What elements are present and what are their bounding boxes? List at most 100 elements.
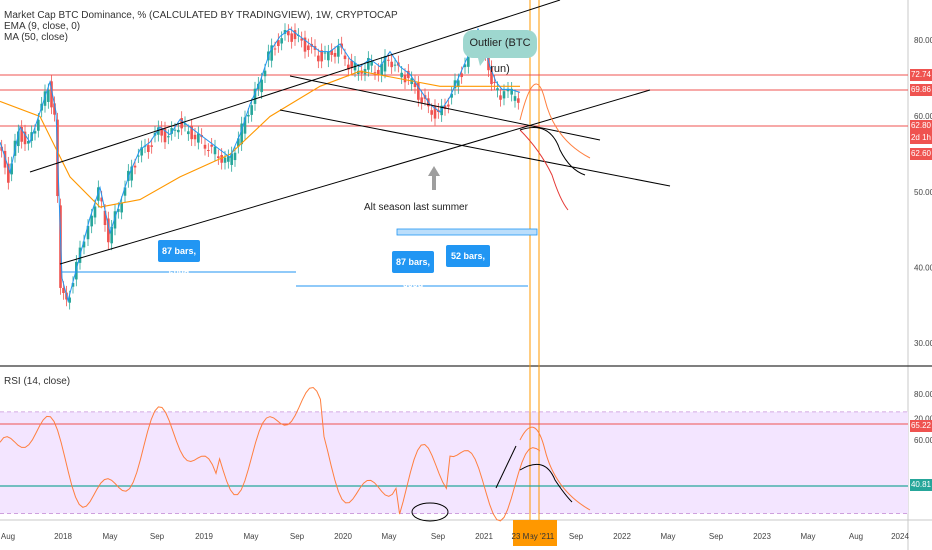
candle-body [457, 80, 460, 88]
rsi-tick-label: 80.00 [914, 390, 932, 399]
candle-body [37, 119, 40, 131]
candle-body [93, 206, 97, 218]
range-label-2: 87 bars, 609d [392, 251, 434, 289]
chart-legend: Market Cap BTC Dominance, % (CALCULATED … [4, 10, 398, 43]
candle-body [263, 70, 267, 77]
date-badge-extra: 1 [550, 532, 555, 541]
candle-body [510, 88, 513, 95]
candle-body [207, 149, 210, 151]
outlier-pointer [478, 58, 486, 66]
candle-body [160, 127, 163, 136]
rsi-band [0, 411, 908, 514]
candle-body [203, 144, 207, 149]
x-tick-label: May [381, 532, 396, 541]
candle-body [86, 225, 90, 240]
candle-body [330, 50, 333, 55]
y-tick-label: 80.00 [914, 36, 932, 45]
x-tick-label: Sep [290, 532, 305, 541]
candle-body [502, 91, 506, 99]
candle-body [103, 210, 107, 226]
candle-body [243, 117, 247, 134]
candle-body [493, 81, 496, 83]
candle-body [453, 80, 457, 89]
candle-body [490, 67, 493, 85]
candle-body [247, 114, 250, 117]
channel-upper-line [29, 0, 561, 173]
candle-body [443, 105, 447, 109]
x-tick-label: Aug [1, 532, 15, 541]
candle-body [123, 187, 127, 196]
candle-body [360, 70, 363, 74]
candle-body [137, 155, 140, 157]
rsi-trend-stroke [495, 445, 517, 489]
candle-body [287, 30, 290, 36]
candle-body [163, 128, 167, 143]
wedge-upper-line [289, 75, 601, 141]
candle-body [33, 131, 37, 134]
candle-body [430, 110, 433, 115]
candle-body [82, 241, 86, 248]
candle-body [230, 153, 233, 165]
rsi-legend: RSI (14, close) [4, 376, 71, 387]
candle-body [450, 93, 453, 98]
candle-body [337, 45, 340, 57]
candle-body [7, 163, 10, 183]
candle-body [173, 129, 177, 131]
candle-body [323, 52, 327, 54]
candle-body [370, 61, 373, 66]
x-tick-label: Sep [150, 532, 165, 541]
candle-body [53, 103, 56, 115]
x-tick-label: 2024 [891, 532, 909, 541]
candle-body [283, 30, 287, 34]
rsi-projection-1 [519, 426, 591, 511]
candle-body [17, 131, 20, 147]
candle-body [260, 79, 263, 93]
y-tick-label: 50.00 [914, 188, 932, 197]
candle-body [150, 145, 153, 147]
candle-body [460, 73, 463, 78]
projection-red-2 [519, 129, 569, 211]
candle-body [393, 64, 397, 66]
candle-body [130, 166, 133, 181]
channel-lower-line [59, 89, 651, 265]
x-tick-label: May [102, 532, 117, 541]
rsi-circle-mark [411, 502, 449, 522]
range-label-1: 87 bars, 609d [158, 240, 200, 278]
candle-body [300, 38, 303, 41]
candle-body [27, 140, 30, 144]
projection-red-1 [519, 83, 591, 159]
price-tag-62-80: 62.80 [910, 120, 932, 132]
candle-body [277, 40, 280, 47]
rsi-tick-label: 60.00 [914, 436, 932, 445]
candle-body [167, 136, 170, 138]
alt-season-arrow [428, 166, 440, 190]
price-tag-69-86: 69.86 [910, 84, 932, 96]
candle-body [273, 48, 277, 50]
candle-body [177, 129, 180, 133]
candle-body [10, 163, 13, 175]
candle-body [113, 211, 117, 229]
candle-body [68, 297, 71, 303]
x-tick-label: Sep [569, 532, 584, 541]
candle-body [43, 91, 47, 106]
date-badge: 23 May '21 [512, 532, 551, 541]
range-label-3: 52 bars, 364d [446, 245, 490, 283]
y-tick-label: 60.00 [914, 112, 932, 121]
candle-body [223, 157, 227, 163]
x-tick-label: Aug [849, 532, 863, 541]
candle-body [197, 133, 200, 143]
candle-body [417, 82, 420, 100]
candle-body [110, 226, 113, 244]
x-tick-label: May [800, 532, 815, 541]
candle-body [147, 145, 150, 152]
candle-body [403, 74, 407, 83]
candle-body [367, 57, 370, 70]
candle-body [50, 81, 53, 108]
candle-body [506, 88, 510, 92]
y-tick-label: 40.00 [914, 264, 932, 273]
candle-body [213, 146, 217, 155]
candle-body [350, 60, 353, 69]
candle-body [47, 90, 50, 102]
candle-body [220, 154, 223, 163]
